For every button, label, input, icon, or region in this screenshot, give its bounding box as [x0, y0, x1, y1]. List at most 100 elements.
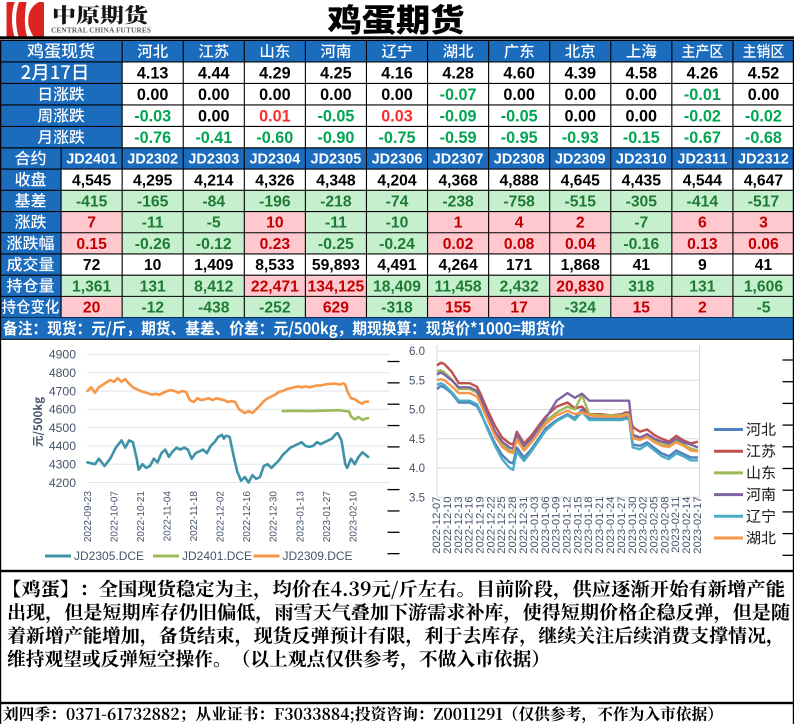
svg-text:-10: -10 — [386, 215, 409, 232]
svg-text:-74: -74 — [386, 194, 409, 211]
svg-text:4,491: 4,491 — [377, 257, 417, 274]
svg-text:2023-01-13: 2023-01-13 — [295, 491, 306, 543]
svg-text:2022-11-18: 2022-11-18 — [189, 491, 200, 542]
svg-text:22,471: 22,471 — [251, 278, 299, 295]
svg-text:6: 6 — [698, 215, 707, 232]
svg-text:2023-01-06: 2023-01-06 — [540, 497, 552, 554]
svg-text:JD2309.DCE: JD2309.DCE — [283, 549, 353, 563]
svg-text:4.60: 4.60 — [503, 65, 535, 83]
svg-text:2: 2 — [576, 215, 585, 232]
svg-text:8,533: 8,533 — [255, 257, 295, 274]
svg-text:JD2310: JD2310 — [616, 152, 667, 168]
svg-text:8,412: 8,412 — [194, 278, 234, 295]
svg-text:-0.12: -0.12 — [196, 236, 232, 253]
svg-text:-7: -7 — [634, 215, 648, 232]
svg-text:4.13: 4.13 — [137, 65, 169, 83]
svg-text:15: 15 — [633, 300, 651, 317]
svg-text:4.39: 4.39 — [564, 65, 596, 83]
svg-text:4,295: 4,295 — [133, 172, 173, 189]
svg-text:2022-12-22: 2022-12-22 — [485, 497, 497, 554]
svg-text:0.00: 0.00 — [198, 108, 230, 126]
svg-text:4800: 4800 — [49, 366, 76, 380]
svg-text:4500: 4500 — [49, 421, 76, 435]
svg-text:-305: -305 — [626, 194, 658, 211]
svg-text:0.00: 0.00 — [381, 86, 413, 104]
svg-text:4,204: 4,204 — [377, 172, 417, 189]
svg-text:-415: -415 — [76, 194, 108, 211]
svg-text:JD2308: JD2308 — [494, 152, 545, 168]
svg-text:2022-12-16: 2022-12-16 — [464, 497, 476, 554]
svg-text:-0.75: -0.75 — [379, 129, 416, 147]
svg-text:-0.76: -0.76 — [134, 129, 171, 147]
svg-text:4.5: 4.5 — [409, 434, 425, 446]
svg-text:4900: 4900 — [49, 348, 76, 362]
svg-text:-0.02: -0.02 — [745, 108, 782, 126]
svg-text:155: 155 — [445, 300, 471, 317]
svg-text:41: 41 — [633, 257, 651, 274]
svg-text:JD2305: JD2305 — [311, 152, 362, 168]
svg-text:7: 7 — [87, 215, 96, 232]
svg-text:2,432: 2,432 — [500, 278, 540, 295]
svg-text:4.52: 4.52 — [748, 65, 780, 83]
svg-text:59,893: 59,893 — [312, 257, 360, 274]
svg-text:-11: -11 — [142, 215, 164, 232]
svg-text:-0.03: -0.03 — [134, 108, 171, 126]
svg-text:4,435: 4,435 — [622, 172, 662, 189]
svg-text:-0.02: -0.02 — [684, 108, 721, 126]
svg-text:-0.26: -0.26 — [135, 236, 171, 253]
svg-text:JD2309: JD2309 — [555, 152, 606, 168]
svg-text:171: 171 — [506, 257, 532, 274]
svg-text:134,125: 134,125 — [308, 278, 365, 295]
svg-text:0.00: 0.00 — [503, 86, 535, 104]
svg-text:2023-01-12: 2023-01-12 — [562, 497, 574, 554]
svg-text:11,458: 11,458 — [435, 278, 482, 295]
svg-text:-11: -11 — [325, 215, 347, 232]
svg-text:1,606: 1,606 — [744, 278, 784, 295]
svg-text:4,264: 4,264 — [438, 257, 478, 274]
svg-text:2023-02-10: 2023-02-10 — [348, 491, 359, 543]
svg-text:-0.16: -0.16 — [623, 236, 659, 253]
svg-text:JD2307: JD2307 — [433, 152, 484, 168]
svg-text:4300: 4300 — [49, 458, 76, 472]
svg-text:0.15: 0.15 — [76, 236, 107, 253]
svg-text:-0.09: -0.09 — [440, 108, 477, 126]
svg-text:JD2305.DCE: JD2305.DCE — [74, 549, 144, 563]
svg-text:0.00: 0.00 — [626, 86, 658, 104]
svg-text:-0.90: -0.90 — [317, 129, 354, 147]
svg-text:4.29: 4.29 — [259, 65, 291, 83]
svg-text:4.0: 4.0 — [409, 463, 425, 475]
svg-text:-0.93: -0.93 — [562, 129, 599, 147]
svg-text:0.13: 0.13 — [687, 236, 718, 253]
svg-text:2023-01-09: 2023-01-09 — [551, 497, 563, 554]
svg-text:0.00: 0.00 — [320, 86, 352, 104]
svg-text:4,647: 4,647 — [744, 172, 784, 189]
svg-text:-0.59: -0.59 — [440, 129, 477, 147]
svg-text:2022-10-21: 2022-10-21 — [136, 491, 147, 543]
svg-text:-252: -252 — [259, 300, 291, 317]
svg-text:20: 20 — [83, 300, 101, 317]
svg-text:1,409: 1,409 — [194, 257, 234, 274]
svg-text:0.23: 0.23 — [260, 236, 291, 253]
svg-text:2023-01-30: 2023-01-30 — [627, 497, 639, 554]
svg-text:2023-02-08: 2023-02-08 — [659, 497, 671, 554]
svg-text:4,888: 4,888 — [500, 172, 540, 189]
svg-text:2022-12-07: 2022-12-07 — [431, 497, 443, 554]
svg-text:0.04: 0.04 — [565, 236, 596, 253]
svg-text:4,368: 4,368 — [438, 172, 478, 189]
svg-text:2023-01-15: 2023-01-15 — [572, 497, 584, 554]
svg-text:4: 4 — [515, 215, 524, 232]
svg-text:0.00: 0.00 — [748, 86, 780, 104]
svg-text:-12: -12 — [141, 300, 164, 317]
svg-text:-414: -414 — [687, 194, 719, 211]
svg-text:2: 2 — [698, 300, 707, 317]
svg-text:4.26: 4.26 — [687, 65, 719, 83]
svg-text:3: 3 — [759, 215, 768, 232]
svg-text:2022-12-30: 2022-12-30 — [269, 491, 280, 543]
svg-text:2023-01-27: 2023-01-27 — [322, 491, 333, 543]
svg-text:18,409: 18,409 — [373, 278, 421, 295]
svg-text:0.00: 0.00 — [564, 86, 596, 104]
svg-text:-318: -318 — [381, 300, 413, 317]
svg-text:-165: -165 — [137, 194, 169, 211]
svg-text:2022-11-04: 2022-11-04 — [163, 491, 174, 542]
svg-text:4,348: 4,348 — [316, 172, 356, 189]
